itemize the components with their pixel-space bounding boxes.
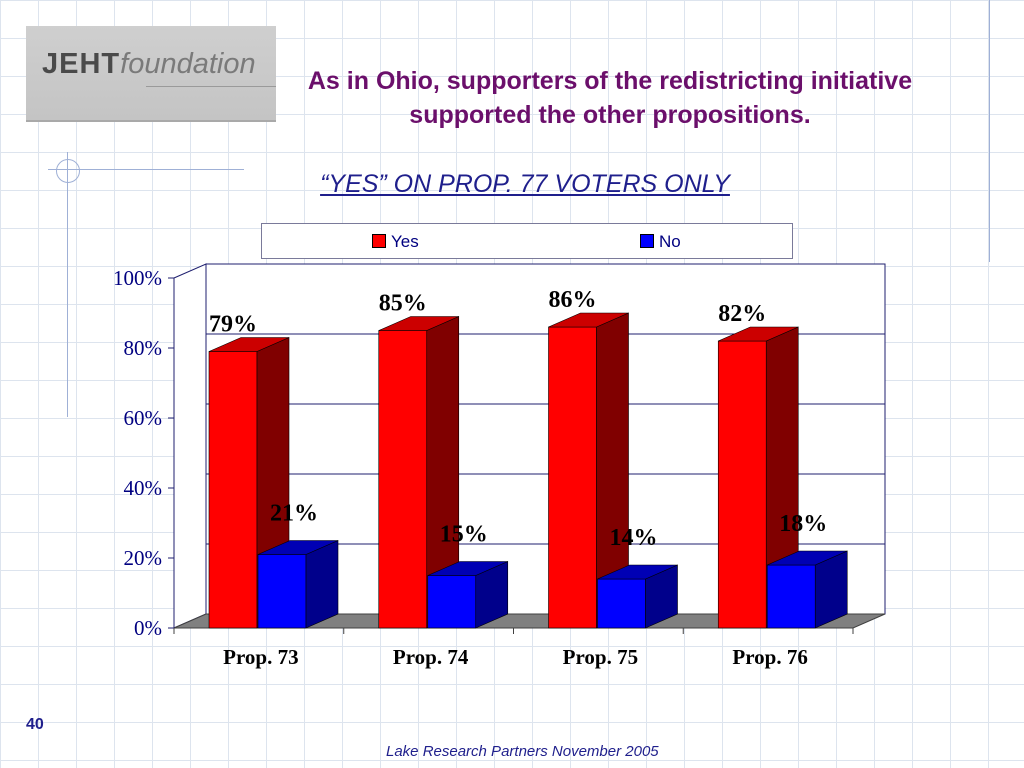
bar-no-top	[427, 561, 508, 576]
y-tick-label: 100%	[113, 266, 162, 290]
plot-side-wall	[173, 263, 207, 629]
chart-legend: Yes No	[261, 223, 793, 259]
slide-title: As in Ohio, supporters of the redistrict…	[307, 67, 913, 129]
bar-no-front	[427, 575, 477, 629]
data-label-yes: 85%	[379, 291, 427, 317]
legend-item-yes: Yes	[372, 232, 419, 252]
bar-no-front	[257, 554, 307, 629]
bar-no-front	[597, 578, 646, 629]
bar-yes-front	[548, 326, 597, 629]
x-tick-label: Prop. 74	[393, 645, 469, 669]
bar-yes-top	[208, 337, 290, 352]
decorative-line-right	[989, 0, 990, 262]
decorative-line-h	[48, 169, 244, 170]
y-tick-label: 40%	[124, 476, 163, 500]
data-label-yes: 86%	[549, 287, 597, 313]
chart-subtitle: “YES” ON PROP. 77 VOTERS ONLY	[320, 170, 730, 198]
logo: JEHTfoundation	[26, 26, 276, 122]
y-tick-label: 60%	[124, 406, 163, 430]
logo-underline	[146, 86, 276, 87]
decorative-circle	[56, 159, 80, 183]
bar-no-front	[766, 564, 816, 629]
legend-label-no: No	[659, 232, 681, 251]
bar-yes-front	[717, 340, 767, 629]
y-tick-label: 20%	[124, 546, 163, 570]
legend-item-no: No	[640, 232, 681, 252]
x-tick-label: Prop. 76	[732, 645, 807, 669]
legend-label-yes: Yes	[391, 232, 419, 251]
data-label-yes: 82%	[718, 301, 766, 327]
data-label-yes: 79%	[209, 312, 257, 338]
data-label-no: 15%	[440, 522, 488, 548]
logo-italic-text: foundation	[120, 48, 256, 80]
y-tick-label: 80%	[124, 336, 163, 360]
logo-wordmark: JEHTfoundation	[42, 48, 256, 81]
bar-no-top	[597, 564, 678, 580]
bar-yes-top	[718, 326, 799, 342]
footer-credit: Lake Research Partners November 2005	[386, 743, 659, 760]
data-label-no: 18%	[779, 511, 827, 537]
data-label-no: 14%	[610, 525, 658, 551]
legend-swatch-no	[640, 234, 654, 248]
slide-number: 40	[26, 716, 44, 733]
bar-no-side	[305, 540, 339, 629]
bar-yes-top	[548, 312, 629, 328]
x-tick-label: Prop. 73	[223, 645, 298, 669]
logo-bold-text: JEHT	[42, 48, 121, 80]
data-label-no: 21%	[270, 501, 318, 527]
bar-yes-front	[208, 351, 258, 629]
y-tick-label: 0%	[134, 616, 162, 640]
bar-yes-top	[378, 316, 459, 331]
decorative-line-v	[67, 152, 68, 417]
legend-swatch-yes	[372, 234, 386, 248]
bar-no-top	[767, 550, 848, 566]
bar-yes-front	[378, 330, 428, 629]
x-tick-label: Prop. 75	[563, 645, 638, 669]
bar-no-top	[257, 540, 339, 555]
